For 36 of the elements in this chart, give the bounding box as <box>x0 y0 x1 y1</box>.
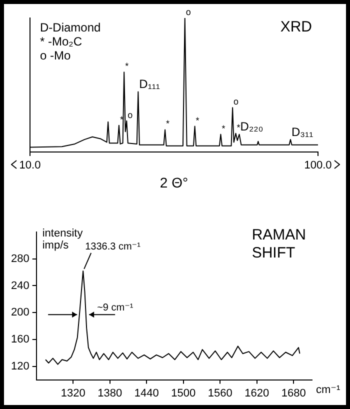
annotation: * <box>120 114 124 124</box>
annotation: D₂₂₀ <box>240 120 264 134</box>
x-tick-label: 1380 <box>98 387 122 400</box>
y-tick-label: 120 <box>10 360 30 372</box>
annotation: * <box>166 118 170 129</box>
y-axis-title: intensity imp/s <box>42 228 84 252</box>
x-tick-label: 1620 <box>244 387 270 400</box>
x-tick-label: 1320 <box>60 387 86 400</box>
y-tick-label: 240 <box>10 280 30 292</box>
y-tick-label: 160 <box>10 334 30 346</box>
x-tick-label: 1680 <box>281 387 306 400</box>
annotation: o <box>128 110 133 120</box>
annotation: o <box>186 6 191 17</box>
chart-title: RAMAN SHIFT <box>252 226 306 262</box>
y-tick-label: 280 <box>10 252 30 265</box>
annotation: * <box>196 115 200 126</box>
y-tick-label: 200 <box>10 306 30 319</box>
x-axis-title: cm⁻¹ <box>316 384 340 396</box>
x-tick-label: 100.0 <box>304 160 332 172</box>
x-tick-label: 1440 <box>134 387 159 400</box>
annotation: * <box>222 123 226 134</box>
x-axis-title: 2 Θ° <box>160 174 188 190</box>
annotation: ~9 cm⁻¹ <box>97 302 134 314</box>
x-tick-label: 1500 <box>171 387 196 400</box>
x-tick-label: 10.0 <box>19 160 41 172</box>
annotation: o <box>234 96 239 107</box>
annotation: * -Mo₂C <box>40 34 82 48</box>
annotation: o -Mo <box>40 48 71 62</box>
annotation: * <box>236 122 241 132</box>
annotation: * <box>125 61 130 72</box>
annotation: D-Diamond <box>40 20 101 34</box>
annotation: D₃₁₁ <box>291 124 314 139</box>
annotation: D₁₁₁ <box>139 77 160 92</box>
annotation: 1336.3 cm⁻¹ <box>85 242 142 253</box>
chart-title: XRD <box>280 18 312 36</box>
x-tick-label: 1560 <box>208 387 232 400</box>
